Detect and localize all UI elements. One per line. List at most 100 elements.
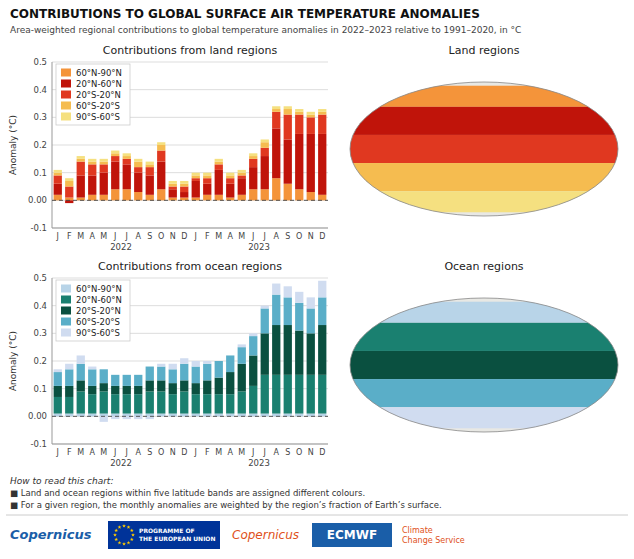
- bar-segment: [261, 142, 269, 148]
- x-tick-label: S: [147, 232, 152, 241]
- bar-segment: [238, 347, 246, 364]
- bar-segment: [261, 189, 269, 200]
- bar-segment: [295, 109, 303, 112]
- legend-swatch: [61, 318, 71, 326]
- y-axis-label: Anomaly (°C): [8, 115, 18, 175]
- bar-segment: [307, 333, 315, 375]
- bar-segment: [238, 175, 246, 178]
- bar-segment: [261, 333, 269, 375]
- bar-segment: [88, 414, 96, 417]
- separator: [6, 515, 628, 516]
- bar-segment: [157, 367, 165, 381]
- eu-flag: [108, 521, 220, 549]
- bar-segment: [169, 181, 177, 184]
- grid-line: [52, 444, 328, 445]
- bar-segment: [215, 378, 223, 395]
- legend-label: 20°S-20°N: [76, 90, 121, 100]
- y-tick-label: 0.3: [33, 328, 47, 338]
- bar-segment: [261, 139, 269, 142]
- eu-star: [130, 529, 134, 533]
- bar-segment: [318, 375, 326, 414]
- bar-segment: [192, 383, 200, 394]
- bar-segment: [318, 112, 326, 115]
- logo-text: ECMWF: [327, 528, 377, 542]
- bar-segment: [88, 386, 96, 394]
- bar-segment: [77, 162, 85, 176]
- x-tick-label: M: [215, 448, 222, 457]
- bar-segment: [54, 386, 62, 397]
- bars: [54, 281, 327, 422]
- map-panel: Ocean regions: [350, 260, 618, 432]
- bar-segment: [65, 200, 73, 203]
- legend-label: 60°S-20°S: [76, 317, 120, 327]
- bar-segment: [65, 178, 73, 181]
- x-tick-label: J: [113, 232, 116, 241]
- legend-label: 60°N-90°N: [76, 68, 122, 78]
- bar-segment: [157, 391, 165, 413]
- grid-line: [52, 62, 328, 63]
- bar-segment: [111, 151, 119, 154]
- eu-star: [122, 542, 126, 546]
- y-tick-label: 0.5: [33, 273, 47, 283]
- map-band: [350, 163, 618, 191]
- legend: 60°N-90°N20°N-60°N20°S-20°N60°S-20°S90°S…: [56, 280, 130, 341]
- legend-label: 60°S-20°S: [76, 101, 120, 111]
- bar-segment: [100, 173, 108, 195]
- y-tick-label: 0.3: [33, 112, 47, 122]
- bar-segment: [111, 189, 119, 200]
- bar-segment: [307, 134, 315, 192]
- x-tick-label: N: [308, 232, 314, 241]
- bar-segment: [307, 308, 315, 333]
- bar-segment: [88, 394, 96, 413]
- bar-segment: [249, 159, 257, 167]
- x-tick-label: A: [136, 448, 142, 457]
- x-tick-label: A: [274, 448, 280, 457]
- x-tick-label: J: [113, 448, 116, 457]
- bar-segment: [77, 355, 85, 363]
- bar-segment: [77, 159, 85, 162]
- x-tick-label: D: [181, 448, 187, 457]
- bar-segment: [238, 364, 246, 392]
- x-tick-label: M: [77, 232, 84, 241]
- x-tick-label: D: [319, 448, 325, 457]
- y-tick-label: -0.1: [30, 439, 47, 449]
- bar-segment: [123, 414, 131, 417]
- bar-segment: [238, 173, 246, 176]
- bar-segment: [146, 162, 154, 165]
- x-tick-label: O: [158, 448, 164, 457]
- bar-segment: [307, 192, 315, 200]
- eu-star: [127, 525, 131, 529]
- bar-segment: [307, 414, 315, 417]
- bar-segment: [192, 394, 200, 413]
- bar-segment: [215, 361, 223, 378]
- bar-segment: [249, 355, 257, 385]
- x-tick-label: A: [274, 232, 280, 241]
- bar-segment: [134, 162, 142, 168]
- x-tick-label: N: [170, 448, 176, 457]
- eu-star: [122, 524, 126, 528]
- bar-segment: [54, 184, 62, 195]
- bar-segment: [318, 109, 326, 112]
- x-tick-label: J: [56, 448, 59, 457]
- bar-segment: [318, 134, 326, 195]
- bar-segment: [226, 173, 234, 176]
- bar-segment: [157, 380, 165, 391]
- x-tick-label: J: [194, 448, 197, 457]
- bar-segment: [249, 414, 257, 417]
- bar-segment: [88, 367, 96, 370]
- bar-segment: [261, 375, 269, 414]
- bar-segment: [88, 195, 96, 201]
- bar-segment: [203, 414, 211, 417]
- bar-segment: [146, 367, 154, 381]
- map-background: [350, 82, 618, 216]
- bar-segment: [146, 380, 154, 391]
- legend-swatch: [61, 69, 71, 77]
- logo-text: Copernicus: [10, 527, 92, 542]
- bar-segment: [307, 375, 315, 414]
- y-axis-label: Anomaly (°C): [8, 331, 18, 391]
- bar-segment: [88, 162, 96, 165]
- chart-title: Contributions from ocean regions: [98, 260, 282, 273]
- bar-segment: [65, 181, 73, 187]
- y-tick-label: 0.2: [33, 356, 47, 366]
- bar-segment: [226, 372, 234, 394]
